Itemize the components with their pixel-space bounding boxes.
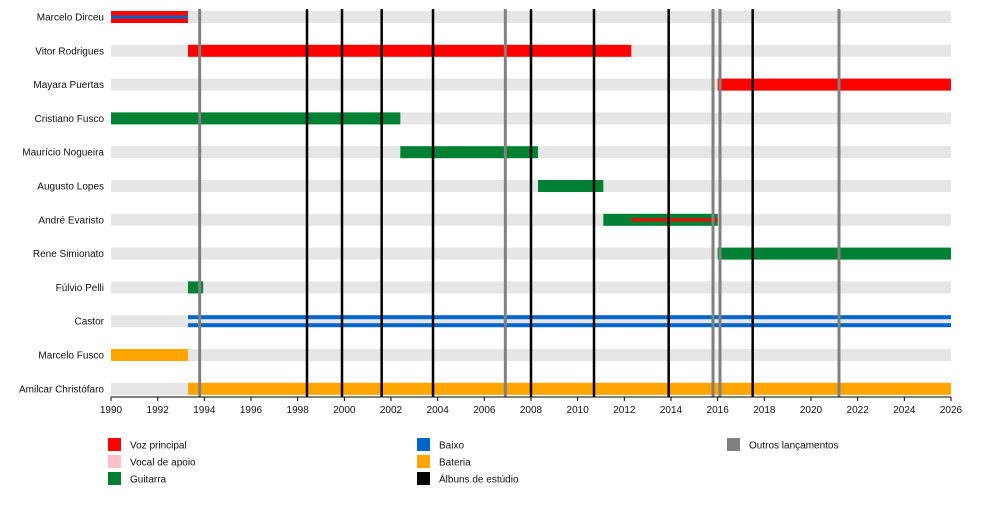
legend-label-voz: Voz principal [130, 441, 187, 452]
x-tick-label: 2012 [613, 405, 636, 416]
legend-label-vocal: Vocal de apoio [130, 458, 196, 469]
member-bar [111, 349, 188, 361]
x-tick-label: 2002 [380, 405, 403, 416]
x-tick-label: 2010 [567, 405, 590, 416]
x-tick-label: 2004 [427, 405, 450, 416]
member-label: Amilcar Christófaro [19, 384, 104, 395]
member-labels: Marcelo Dirceu Vitor Rodrigues Mayara Puer… [19, 13, 105, 396]
legend-label-bateria: Bateria [439, 458, 471, 469]
legend-label-guitarra: Guitarra [130, 475, 167, 486]
x-tick-label: 2016 [707, 405, 730, 416]
member-bar [188, 44, 632, 57]
legend-swatch-outros [727, 438, 740, 451]
x-tick-label: 2006 [473, 405, 496, 416]
member-label: André Evaristo [38, 215, 104, 226]
legend-swatch-vocal [108, 455, 121, 468]
x-tick-label: 2000 [333, 405, 356, 416]
member-label: Cristiano Fusco [35, 114, 105, 125]
member-bar [188, 315, 951, 320]
member-bar-secondary [631, 218, 718, 222]
member-bar [717, 78, 951, 91]
x-tick-label: 2022 [847, 405, 870, 416]
legend-swatch-estudio [417, 472, 430, 485]
legend: Voz principal Vocal de apoio Guitarra Baixo… [108, 438, 839, 486]
member-bar [538, 180, 604, 192]
legend-swatch-voz [108, 438, 121, 451]
x-tick-label: 2008 [520, 405, 543, 416]
x-tick-label: 1992 [147, 405, 170, 416]
legend-swatch-baixo [417, 438, 430, 451]
release-lines [198, 9, 841, 397]
legend-swatch-guitarra [108, 472, 121, 485]
x-tick-label: 2014 [660, 405, 683, 416]
member-bar [400, 146, 538, 159]
member-label: Vitor Rodrigues [35, 46, 104, 57]
member-label: Marcelo Dirceu [37, 13, 104, 24]
member-bar [717, 247, 951, 260]
legend-label-outros: Outros lançamentos [749, 441, 839, 452]
legend-label-baixo: Baixo [439, 441, 464, 452]
member-label: Augusto Lopes [37, 182, 104, 193]
member-label: Fúlvio Pelli [56, 283, 104, 294]
member-bar-secondary [111, 15, 188, 19]
member-label: Castor [75, 317, 105, 328]
member-bars [111, 11, 951, 395]
member-label: Maurício Nogueira [22, 148, 104, 159]
x-tick-label: 2026 [940, 405, 963, 416]
x-tick-label: 1998 [287, 405, 310, 416]
member-bar [188, 382, 951, 395]
member-label: Rene Simionato [33, 249, 105, 260]
x-tick-label: 1990 [100, 405, 123, 416]
x-tick-label: 1996 [240, 405, 263, 416]
x-tick-label: 2024 [893, 405, 916, 416]
x-tick-label: 2020 [800, 405, 823, 416]
x-tick-label: 1994 [193, 405, 216, 416]
member-label: Marcelo Fusco [38, 351, 104, 362]
legend-swatch-bateria [417, 455, 430, 468]
x-tick-label: 2018 [753, 405, 776, 416]
member-label: Mayara Puertas [33, 80, 104, 91]
member-bar [188, 323, 951, 328]
legend-label-estudio: Álbuns de estúdio [439, 473, 519, 486]
x-axis: 1990 1992 1994 1996 1998 2000 2002 2004 2006 2008… [100, 396, 963, 416]
member-bar [111, 112, 401, 125]
